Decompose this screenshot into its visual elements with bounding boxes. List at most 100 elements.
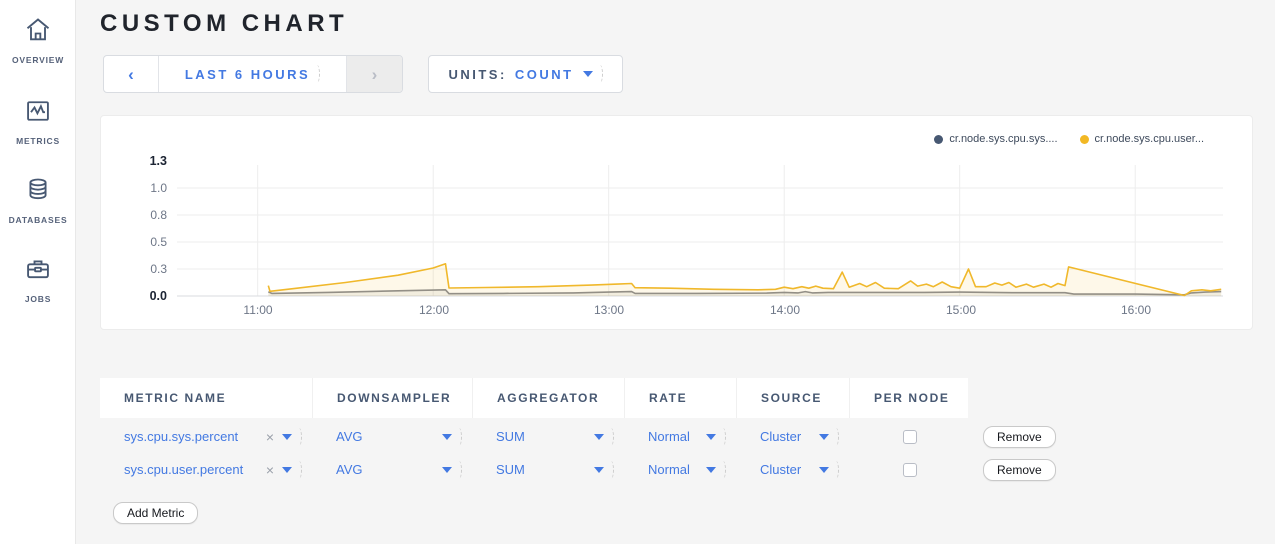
y-axis-tick: 0.3 <box>150 262 167 276</box>
downsampler-value: AVG <box>336 429 363 444</box>
chart-card: cr.node.sys.cpu.sys.... cr.node.sys.cpu.… <box>100 115 1253 330</box>
chevron-down-icon[interactable] <box>282 433 292 440</box>
legend-label: cr.node.sys.cpu.sys.... <box>949 133 1058 145</box>
metric-name-value[interactable]: sys.cpu.sys.percent <box>124 429 239 444</box>
chevron-down-icon[interactable] <box>282 466 292 473</box>
time-range-label: LAST 6 HOURS <box>184 66 311 82</box>
home-icon <box>24 16 52 44</box>
sidebar-item-label: DATABASES <box>8 215 68 225</box>
per-node-checkbox[interactable] <box>903 429 917 444</box>
column-header-downsampler: DOWNSAMPLER <box>312 378 472 418</box>
chevron-down-icon <box>442 433 452 440</box>
downsampler-select[interactable]: AVG <box>312 460 472 479</box>
sidebar: OVERVIEW METRICS DATABASES JOBS <box>0 0 76 544</box>
source-select[interactable]: Cluster <box>736 427 849 446</box>
sidebar-item-metrics[interactable]: METRICS <box>0 97 76 149</box>
y-axis-tick: 0.0 <box>149 289 167 303</box>
per-node-cell <box>849 462 968 477</box>
metrics-icon <box>24 97 52 125</box>
chart-plot <box>177 165 1223 297</box>
chevron-down-icon <box>582 71 593 77</box>
legend-dot <box>1079 134 1089 144</box>
focus-outline-fragment <box>608 460 614 479</box>
metrics-table-header: METRIC NAME DOWNSAMPLER AGGREGATOR RATE … <box>100 378 968 418</box>
x-axis-tick: 16:00 <box>1120 303 1152 317</box>
databases-icon <box>24 176 52 204</box>
chevron-down-icon <box>819 466 829 473</box>
column-header-source: SOURCE <box>736 378 849 418</box>
metric-name-select[interactable]: sys.cpu.user.percent × <box>100 460 312 479</box>
column-header-aggregator: AGGREGATOR <box>472 378 624 418</box>
focus-outline-fragment <box>608 427 614 446</box>
focus-outline-fragment <box>833 460 839 479</box>
sidebar-item-label: OVERVIEW <box>11 55 65 65</box>
clear-icon[interactable]: × <box>265 428 274 445</box>
remove-button[interactable]: Remove <box>983 458 1056 481</box>
time-range-prev-button[interactable]: ‹ <box>104 56 159 92</box>
rate-select[interactable]: Normal <box>624 460 736 479</box>
sidebar-item-label: METRICS <box>16 136 60 146</box>
x-axis-tick: 13:00 <box>593 303 625 317</box>
rate-value: Normal <box>648 462 690 477</box>
focus-outline-fragment <box>720 427 726 446</box>
aggregator-value: SUM <box>496 429 525 444</box>
y-axis-tick: 1.0 <box>150 181 167 195</box>
legend-label: cr.node.sys.cpu.user... <box>1094 133 1204 145</box>
chevron-down-icon <box>594 466 604 473</box>
per-node-checkbox[interactable] <box>903 462 917 477</box>
column-header-per-node: PER NODE <box>849 378 968 418</box>
focus-outline-fragment <box>456 427 462 446</box>
units-dropdown[interactable]: UNITS: COUNT <box>428 55 623 93</box>
clear-icon[interactable]: × <box>265 461 274 478</box>
rate-select[interactable]: Normal <box>624 427 736 446</box>
x-axis-tick: 12:00 <box>418 303 450 317</box>
y-axis-tick: 1.3 <box>149 154 167 168</box>
table-row: sys.cpu.sys.percent × AVG SUM Normal Clu… <box>100 420 1160 453</box>
y-axis-tick: 0.5 <box>150 235 167 249</box>
downsampler-select[interactable]: AVG <box>312 427 472 446</box>
jobs-icon <box>24 255 52 283</box>
sidebar-item-overview[interactable]: OVERVIEW <box>0 16 76 68</box>
column-header-metric-name: METRIC NAME <box>124 391 227 405</box>
y-axis-tick: 0.8 <box>150 208 167 222</box>
downsampler-value: AVG <box>336 462 363 477</box>
metric-name-value[interactable]: sys.cpu.user.percent <box>124 462 244 477</box>
source-select[interactable]: Cluster <box>736 460 849 479</box>
chevron-down-icon <box>706 433 716 440</box>
legend-dot <box>934 134 944 144</box>
aggregator-select[interactable]: SUM <box>472 427 624 446</box>
legend-item[interactable]: cr.node.sys.cpu.user... <box>1079 133 1204 145</box>
focus-outline-fragment <box>833 427 839 446</box>
source-value: Cluster <box>760 462 802 477</box>
x-axis-tick: 15:00 <box>945 303 977 317</box>
time-range-selector: ‹ LAST 6 HOURS › <box>103 55 403 93</box>
chevron-down-icon <box>442 466 452 473</box>
focus-outline-fragment <box>296 460 302 479</box>
sidebar-item-databases[interactable]: DATABASES <box>0 176 76 228</box>
aggregator-select[interactable]: SUM <box>472 460 624 479</box>
sidebar-item-label: JOBS <box>24 294 52 304</box>
metric-name-select[interactable]: sys.cpu.sys.percent × <box>100 427 312 446</box>
table-row: sys.cpu.user.percent × AVG SUM Normal Cl… <box>100 453 1160 486</box>
units-value: COUNT <box>514 66 574 82</box>
chevron-down-icon <box>819 433 829 440</box>
time-range-next-button[interactable]: › <box>347 56 402 92</box>
focus-outline-fragment <box>314 65 321 83</box>
units-label: UNITS: <box>448 66 507 82</box>
remove-button[interactable]: Remove <box>983 425 1056 448</box>
time-range-dropdown[interactable]: LAST 6 HOURS <box>159 56 347 92</box>
chevron-down-icon <box>706 466 716 473</box>
source-value: Cluster <box>760 429 802 444</box>
rate-value: Normal <box>648 429 690 444</box>
per-node-cell <box>849 429 968 444</box>
x-axis-tick: 11:00 <box>243 303 273 317</box>
focus-outline-fragment <box>456 460 462 479</box>
sidebar-item-jobs[interactable]: JOBS <box>0 255 76 307</box>
add-metric-button[interactable]: Add Metric <box>113 502 199 524</box>
legend-item[interactable]: cr.node.sys.cpu.sys.... <box>934 133 1058 145</box>
x-axis-tick: 14:00 <box>769 303 801 317</box>
page-title: CUSTOM CHART <box>100 10 349 37</box>
focus-outline-fragment <box>296 427 302 446</box>
aggregator-value: SUM <box>496 462 525 477</box>
chevron-left-icon: ‹ <box>128 64 134 84</box>
